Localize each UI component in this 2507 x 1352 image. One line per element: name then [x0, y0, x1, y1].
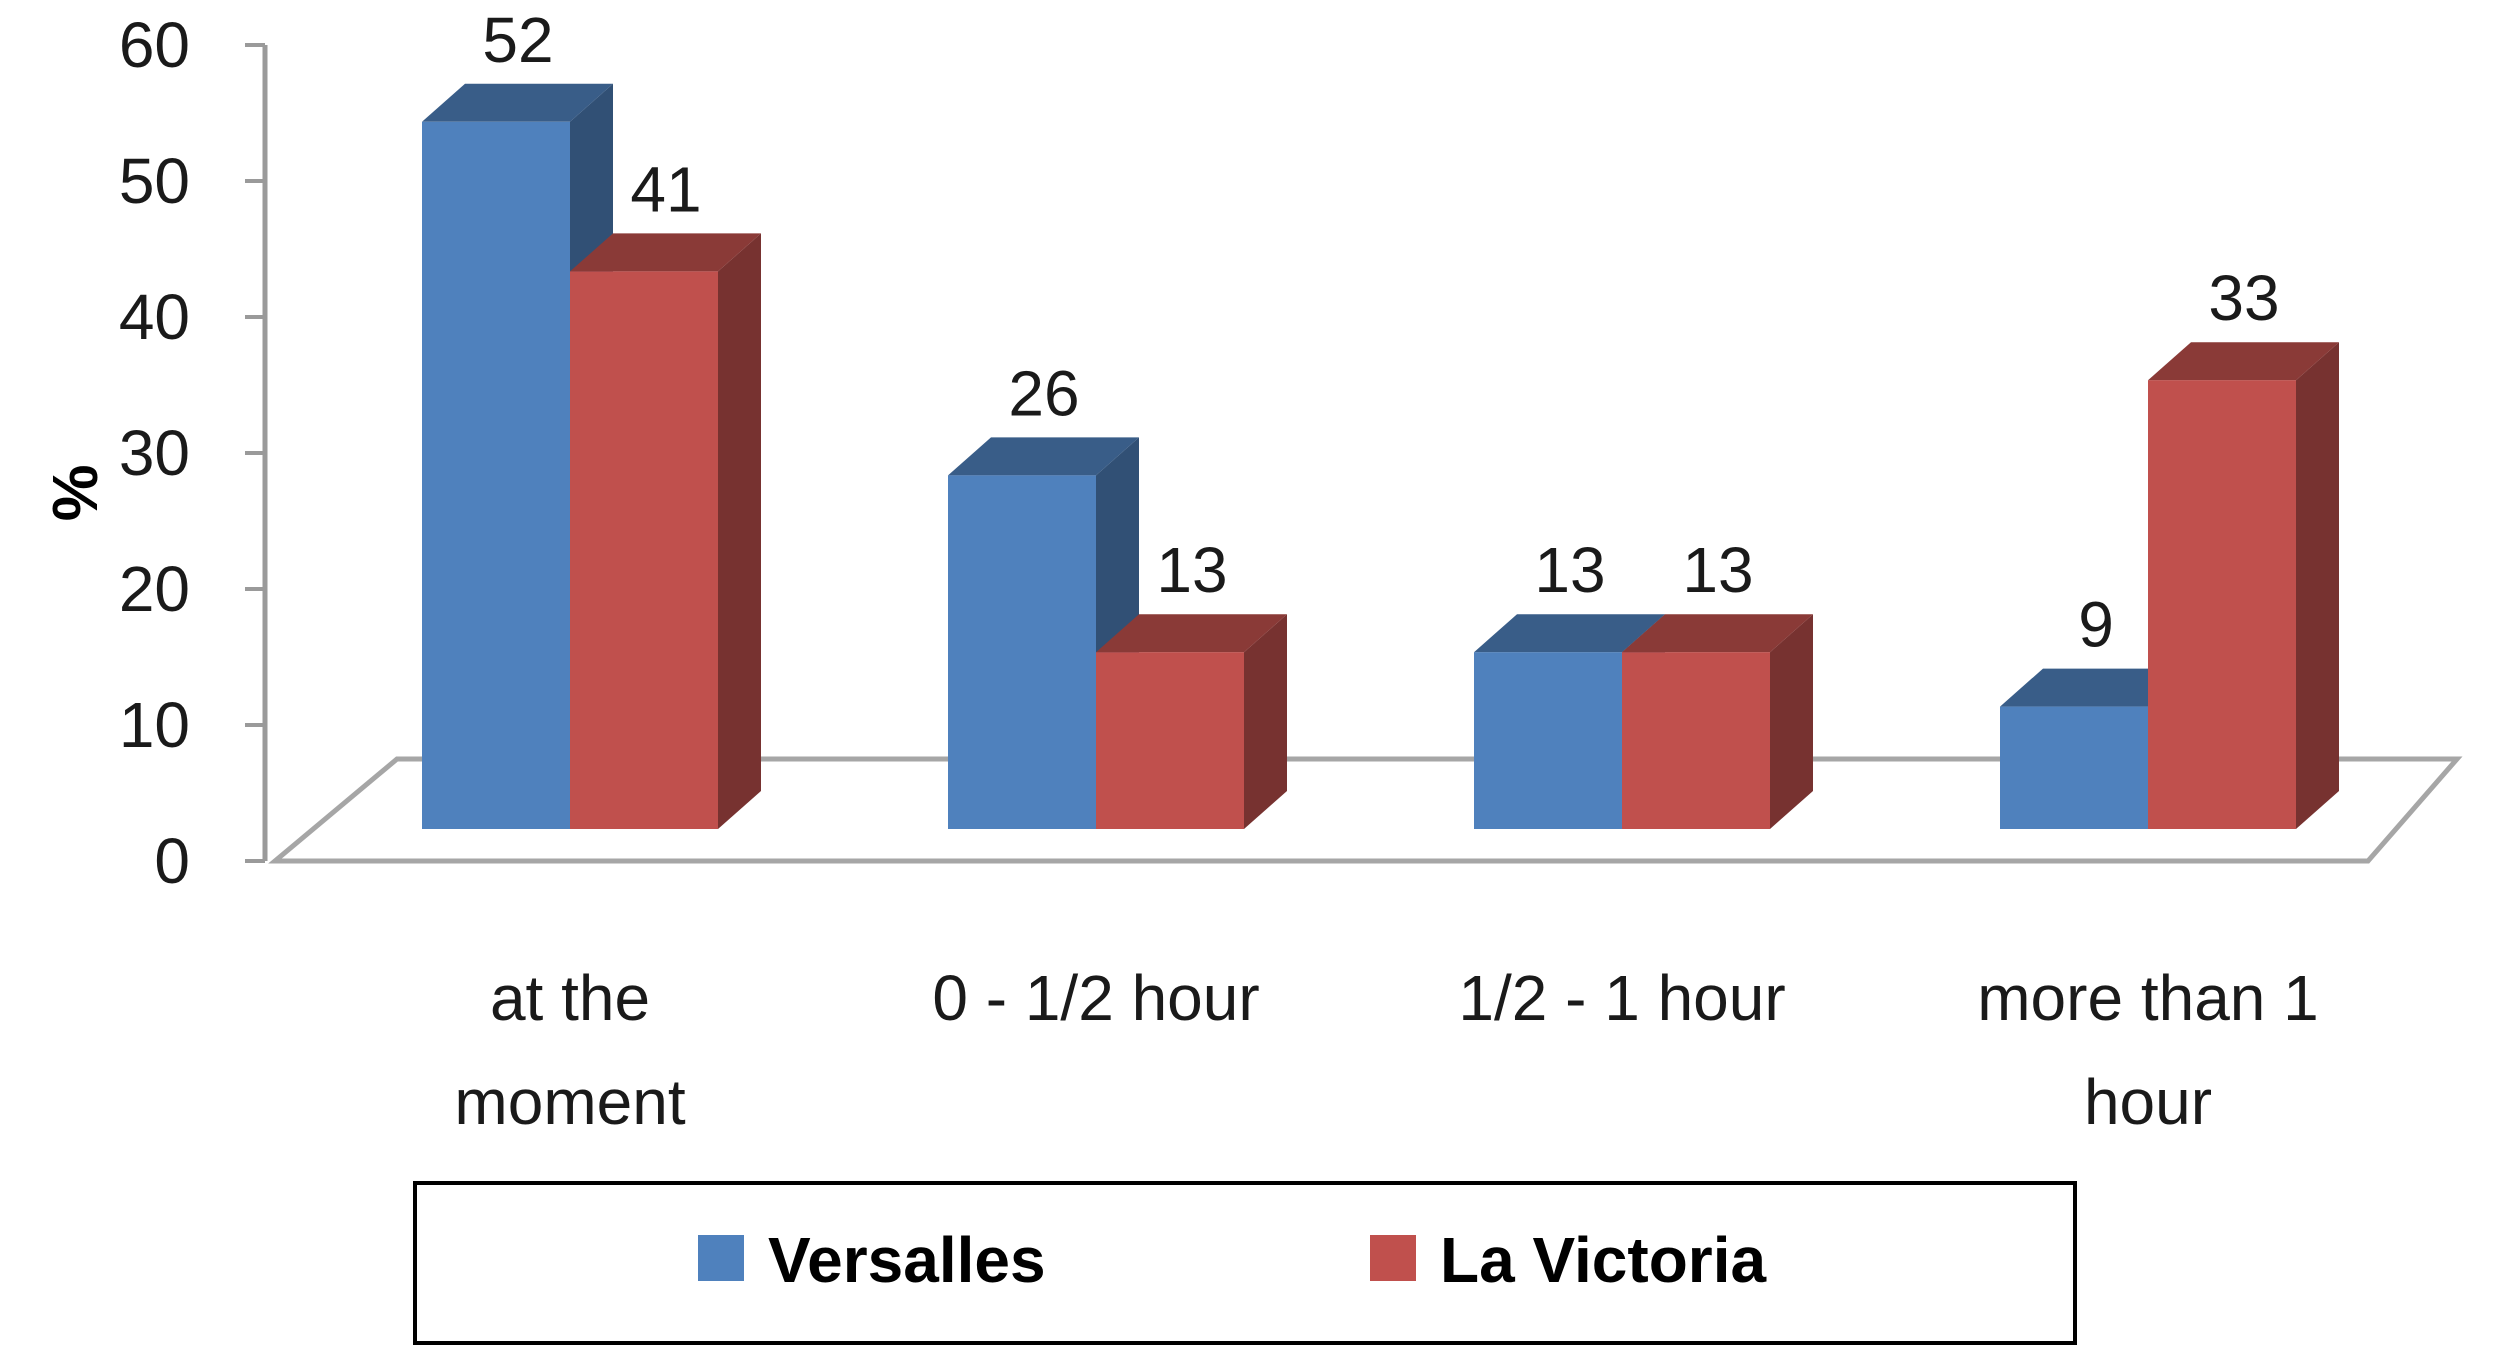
y-tick-label: 0 [154, 825, 190, 897]
bar-top-versalles-0 [422, 83, 613, 122]
bar-side-la-victoria-0 [718, 233, 761, 829]
bar-side-la-victoria-2 [1770, 614, 1813, 829]
category-label-0: at the moment [454, 962, 685, 1138]
bar-front-versalles-0 [422, 121, 570, 830]
bar-top-versalles-2 [1474, 614, 1665, 653]
bar-front-la-victoria-0 [570, 271, 718, 829]
category-label-2: 1/2 - 1 hour [1458, 962, 1785, 1034]
y-tick-label: 30 [119, 417, 190, 489]
data-labels-layer: 52 41 26 13 13 13 9 33 [482, 4, 2279, 661]
bar-la-victoria-1 [1096, 614, 1287, 829]
data-label-la-victoria-1: 13 [1156, 534, 1227, 606]
y-axis-label: % [39, 465, 111, 522]
data-label-la-victoria-3: 33 [2208, 262, 2279, 334]
bar-front-la-victoria-2 [1622, 652, 1770, 829]
bar-la-victoria-2 [1622, 614, 1813, 829]
bar-top-versalles-3 [2000, 668, 2191, 707]
legend-box [413, 1181, 2077, 1345]
legend-label-la-victoria: La Victoria [1440, 1224, 1766, 1296]
y-tick-label: 20 [119, 553, 190, 625]
data-label-versalles-2: 13 [1534, 534, 1605, 606]
y-axis-ticks: 0 10 20 30 40 50 60 [119, 9, 265, 897]
bar-top-la-victoria-2 [1622, 614, 1813, 653]
data-label-la-victoria-2: 13 [1682, 534, 1753, 606]
y-tick-label: 50 [119, 145, 190, 217]
floor-panel [268, 756, 2463, 864]
bar-front-la-victoria-3 [2148, 380, 2296, 829]
category-label-3: more than 1 hour [1977, 962, 2319, 1138]
data-label-versalles-0: 52 [482, 4, 553, 76]
bar-top-versalles-1 [948, 437, 1139, 476]
legend: Versalles La Victoria [413, 1181, 2077, 1345]
data-label-versalles-3: 9 [2078, 589, 2114, 661]
y-tick-label: 10 [119, 689, 190, 761]
bar-front-versalles-1 [948, 475, 1096, 829]
y-tick-label: 60 [119, 9, 190, 81]
legend-label-versalles: Versalles [768, 1224, 1046, 1296]
bar-front-versalles-3 [2000, 706, 2148, 829]
bar-la-victoria-3 [2148, 342, 2339, 829]
legend-swatch-la-victoria [1370, 1235, 1416, 1281]
y-tick-label: 40 [119, 281, 190, 353]
bar-side-la-victoria-1 [1244, 614, 1287, 829]
bar-top-la-victoria-1 [1096, 614, 1287, 653]
bar-top-la-victoria-3 [2148, 342, 2339, 381]
data-label-la-victoria-0: 41 [630, 153, 701, 225]
category-label-1: 0 - 1/2 hour [932, 962, 1259, 1034]
bar-top-la-victoria-0 [570, 233, 761, 272]
legend-swatch-versalles [698, 1235, 744, 1281]
bars-layer [422, 83, 2339, 830]
bar-front-versalles-2 [1474, 652, 1622, 829]
bar-side-la-victoria-3 [2296, 342, 2339, 829]
data-label-versalles-1: 26 [1008, 357, 1079, 429]
category-labels-layer: at the moment 0 - 1/2 hour 1/2 - 1 hour more… [454, 962, 2318, 1138]
bar-front-la-victoria-1 [1096, 652, 1244, 829]
bar-la-victoria-0 [570, 233, 761, 829]
